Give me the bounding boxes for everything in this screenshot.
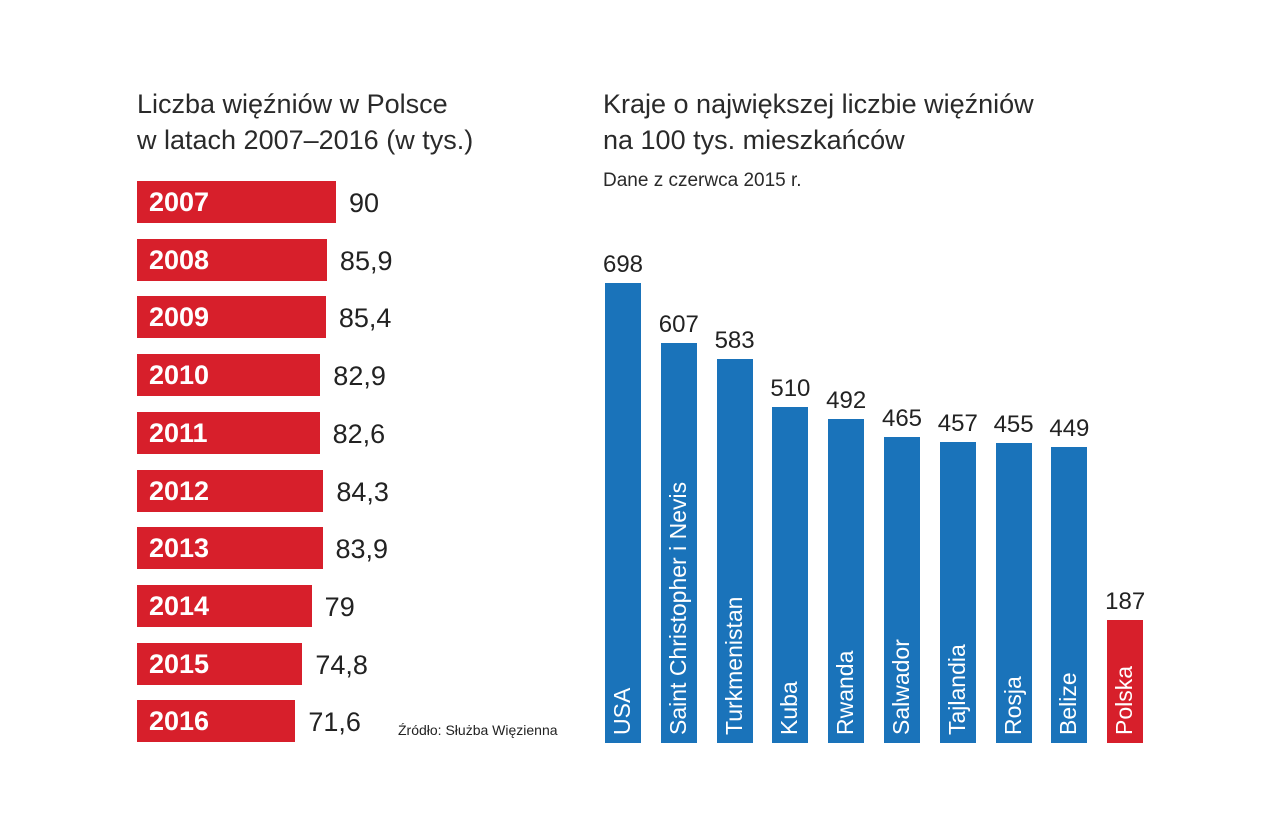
- country-value-label: 698: [602, 251, 644, 278]
- source-note: Źródło: Służba Więzienna: [398, 722, 558, 738]
- country-value-label: 492: [826, 386, 867, 414]
- year-label: 2013: [149, 533, 210, 564]
- year-label: 2015: [149, 648, 210, 679]
- country-label: USA: [609, 687, 635, 735]
- year-label: 2010: [149, 360, 210, 391]
- year-value-label: 84,3: [336, 476, 389, 507]
- year-bar: [137, 584, 312, 627]
- year-bar: [137, 527, 323, 570]
- country-value-label: 583: [714, 326, 755, 354]
- country-bar: [1051, 447, 1088, 743]
- country-bar: [716, 358, 753, 743]
- country-value-label: 455: [993, 411, 1034, 439]
- country-value-label: 607: [658, 310, 699, 338]
- year-bar: [137, 238, 327, 281]
- year-bar: [137, 296, 326, 339]
- right-chart-subtitle: Dane z czerwca 2015 r.: [603, 170, 802, 191]
- year-label: 2011: [149, 417, 208, 448]
- country-value-label: 510: [770, 374, 811, 402]
- year-value-label: 85,4: [338, 303, 392, 334]
- country-bar: [884, 436, 920, 743]
- country-bar: [660, 342, 697, 743]
- country-value-label: 465: [881, 404, 923, 432]
- country-label: Tajlandia: [943, 644, 970, 735]
- year-label: 2008: [149, 244, 210, 275]
- country-value-label: 457: [937, 409, 978, 437]
- year-value-label: 90: [349, 188, 380, 218]
- right-chart-title-line2: na 100 tys. mieszkańców: [603, 125, 905, 155]
- country-bar: [1107, 619, 1144, 743]
- year-label: 2009: [149, 302, 210, 333]
- year-value-label: 74,8: [315, 649, 368, 680]
- left-chart-title-line2: w latach 2007–2016 (w tys.): [137, 125, 474, 155]
- year-value-label: 83,9: [335, 534, 389, 565]
- country-value-label: 187: [1105, 587, 1146, 615]
- country-label: Turkmenistan: [720, 596, 747, 735]
- country-bar: [995, 443, 1032, 743]
- year-label: 2012: [149, 475, 210, 506]
- country-bar: [828, 418, 865, 743]
- country-value-label: 449: [1049, 415, 1090, 443]
- year-bar: [137, 411, 320, 454]
- year-label: 2007: [149, 187, 210, 217]
- country-label: Kuba: [776, 681, 803, 735]
- country-label: Saint Christopher i Nevis: [664, 481, 691, 735]
- year-bar: [137, 700, 296, 743]
- country-bar: [605, 283, 641, 743]
- country-bar: [772, 406, 809, 743]
- country-label: Rwanda: [832, 650, 859, 735]
- year-value-label: 71,6: [308, 707, 361, 738]
- year-bar: [137, 181, 336, 223]
- year-bar: [137, 469, 324, 512]
- country-label: Polska: [1111, 665, 1138, 735]
- year-value-label: 82,9: [333, 361, 386, 392]
- right-chart-title: Kraje o największej liczbie więźniów: [603, 89, 1034, 119]
- year-label: 2014: [149, 590, 210, 621]
- country-label: Rosja: [999, 676, 1026, 735]
- year-value-label: 85,9: [339, 245, 393, 276]
- country-bar: [939, 441, 976, 743]
- year-bar: [137, 354, 321, 397]
- year-value-label: 79: [324, 591, 355, 622]
- country-label: Belize: [1055, 672, 1082, 735]
- year-value-label: 82,6: [332, 418, 386, 449]
- left-chart-title: Liczba więźniów w Polsce: [137, 89, 448, 119]
- year-label: 2016: [149, 706, 210, 737]
- year-bar: [137, 642, 303, 685]
- country-label: Salwador: [888, 639, 914, 735]
